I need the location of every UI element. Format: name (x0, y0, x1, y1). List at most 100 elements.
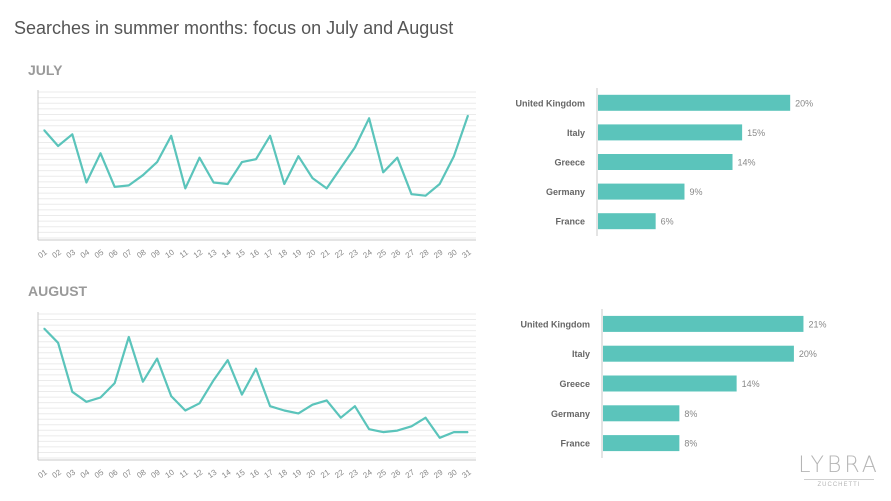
july-line-x-tick-label: 19 (291, 247, 304, 260)
logo-wordmark: LYBRA (798, 453, 880, 478)
august-line-x-tick-label: 24 (361, 467, 374, 480)
july-line-chart: 01 02 03 04 05 06 07 08 09 10 11 12 13 14 15 16 17 18 19 20… (36, 90, 476, 260)
august-line-data-point (85, 401, 87, 403)
july-bar-value-label: 6% (661, 217, 674, 227)
july-line-x-tick-label: 18 (277, 247, 290, 260)
july-bar-category-label: United Kingdom (516, 98, 586, 108)
august-line-x-tick-label: 19 (291, 467, 304, 480)
july-line-data-point (467, 114, 469, 116)
august-line-x-tick-label: 08 (135, 467, 148, 480)
july-line-data-point (156, 161, 158, 163)
july-line-data-point (142, 174, 144, 176)
july-line-data-point (311, 177, 314, 179)
section-label-july: JULY (28, 62, 63, 78)
august-line-x-tick-label: 29 (432, 467, 445, 480)
august-bar-value-label: 8% (684, 409, 697, 419)
july-line-data-point (184, 187, 186, 189)
july-line-x-tick-label: 02 (50, 247, 63, 260)
july-line-x-tick-label: 31 (460, 247, 473, 260)
august-bar-value-label: 20% (799, 349, 817, 359)
july-line-x-tick-label: 08 (135, 247, 148, 260)
july-line-data-point (396, 157, 398, 159)
august-line-x-tick-label: 23 (347, 467, 360, 480)
july-line-data-point (340, 167, 342, 169)
august-line-data-point (410, 425, 413, 427)
august-bar-category-label: Germany (551, 409, 590, 419)
july-line-x-tick-label: 09 (149, 247, 162, 260)
july-bar-bar (598, 183, 685, 200)
august-bar-value-label: 8% (684, 439, 697, 449)
july-line-x-tick-label: 17 (262, 247, 275, 260)
july-bar-bar (598, 94, 791, 111)
july-line-x-tick-label: 04 (79, 247, 92, 260)
july-bar-bar (598, 213, 656, 230)
august-line-x-tick-label: 06 (107, 467, 120, 480)
july-line-data-point (128, 184, 130, 187)
august-line-data-point (213, 379, 215, 381)
july-line-data-point (99, 152, 102, 154)
august-line-data-point (99, 396, 102, 399)
august-line-data-point (57, 342, 59, 344)
august-line-x-tick-label: 04 (79, 467, 92, 480)
logo-subtitle: ZUCCHETTI (804, 479, 874, 488)
july-bar-bar (598, 124, 743, 141)
august-line-data-point (453, 431, 455, 433)
july-line-data-point (283, 183, 285, 185)
july-bar-chart: United Kingdom 20% Italy 15% Greece 14% German… (516, 88, 813, 236)
july-line-x-tick-label: 10 (164, 247, 177, 260)
august-line-x-tick-label: 05 (93, 467, 106, 480)
august-line-data-point (425, 417, 427, 419)
august-line-x-tick-label: 30 (446, 467, 459, 480)
august-line-data-point (269, 405, 271, 407)
july-line-data-point (453, 155, 455, 157)
august-line-data-point (71, 391, 73, 393)
july-line-x-tick-label: 26 (390, 247, 403, 260)
july-line-x-tick-label: 16 (248, 247, 261, 260)
august-bar-bar (603, 345, 794, 362)
july-bar-value-label: 20% (795, 98, 813, 108)
august-line-data-point (467, 431, 469, 433)
august-line-data-point (142, 381, 144, 383)
july-line-data-point (198, 157, 201, 159)
august-line-data-point (283, 409, 285, 412)
july-line-x-tick-label: 06 (107, 247, 120, 260)
july-line-x-tick-label: 13 (206, 247, 219, 260)
july-line-x-tick-label: 03 (65, 247, 78, 260)
july-line-data-point (227, 183, 229, 185)
july-bar-value-label: 9% (689, 187, 702, 197)
july-line-series-line (43, 115, 470, 197)
august-line-x-tick-label: 07 (121, 467, 134, 480)
july-line-x-tick-label: 01 (36, 247, 49, 260)
august-bar-value-label: 14% (742, 379, 760, 389)
august-bar-value-label: 21% (808, 319, 826, 329)
august-line-data-point (156, 358, 158, 360)
august-line-data-point (368, 428, 370, 430)
august-line-x-tick-label: 03 (65, 467, 78, 480)
lybra-logo: LYBRA ZUCCHETTI (796, 453, 882, 489)
july-bar-category-label: Germany (546, 187, 585, 197)
august-line-data-point (241, 394, 243, 396)
july-line-data-point (410, 193, 413, 195)
august-line-x-tick-label: 14 (220, 467, 233, 480)
july-line-x-tick-label: 29 (432, 247, 445, 260)
july-line-data-point (269, 135, 271, 137)
july-line-data-point (425, 195, 427, 197)
august-line-data-point (128, 336, 130, 338)
august-line-x-tick-label: 17 (262, 467, 275, 480)
august-line-data-point (326, 399, 328, 401)
july-line-data-point (85, 181, 87, 184)
july-line-x-tick-label: 15 (234, 247, 247, 260)
july-bar-value-label: 14% (738, 158, 756, 168)
august-line-x-tick-label: 11 (178, 468, 190, 480)
july-line-data-point (213, 181, 215, 184)
august-line-x-tick-label: 20 (305, 467, 318, 480)
august-line-data-point (439, 437, 441, 439)
august-line-data-point (297, 412, 299, 414)
july-line-x-tick-label: 27 (404, 247, 417, 260)
august-line-series-line (43, 327, 468, 439)
july-line-data-point (255, 158, 257, 160)
july-line-data-point (439, 183, 441, 185)
july-line-x-tick-label: 12 (192, 247, 205, 260)
august-line-data-point (43, 327, 45, 329)
